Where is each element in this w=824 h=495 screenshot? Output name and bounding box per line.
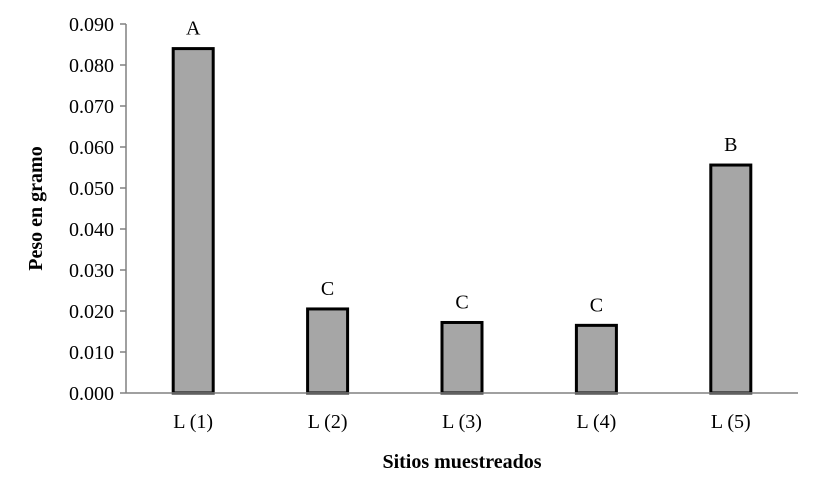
y-tick-label: 0.060 xyxy=(69,137,114,159)
significance-letter: C xyxy=(321,278,334,300)
y-tick-label: 0.080 xyxy=(69,55,114,77)
x-category-label: L (2) xyxy=(308,411,348,433)
significance-letter: C xyxy=(590,294,603,316)
bar xyxy=(440,320,484,395)
x-category-label: L (4) xyxy=(577,411,617,433)
x-axis-labels: L (1) L (2) L (3) L (4) L (5) xyxy=(173,411,750,433)
x-category-label: L (3) xyxy=(442,411,482,433)
bar xyxy=(171,47,215,395)
y-tick-label: 0.000 xyxy=(69,383,114,405)
y-tick-label: 0.050 xyxy=(69,178,114,200)
significance-letter: A xyxy=(186,18,201,40)
significance-letter: C xyxy=(455,291,468,313)
y-tick-label: 0.040 xyxy=(69,219,114,241)
bar xyxy=(306,307,350,395)
y-axis-ticks: 0.000 0.010 0.020 0.030 0.040 0.050 0.060 0.070… xyxy=(69,14,126,405)
x-category-label: L (5) xyxy=(711,411,751,433)
y-axis-title: Peso en gramo xyxy=(25,146,47,270)
bar-series xyxy=(171,47,753,395)
bar xyxy=(709,163,753,395)
significance-letter: B xyxy=(724,134,737,156)
y-tick-label: 0.030 xyxy=(69,260,114,282)
y-tick-label: 0.010 xyxy=(69,342,114,364)
significance-letters: A C C C B xyxy=(186,18,737,317)
x-axis-title: Sitios muestreados xyxy=(382,451,541,473)
bar xyxy=(574,323,618,395)
y-tick-label: 0.070 xyxy=(69,96,114,118)
x-category-label: L (1) xyxy=(173,411,213,433)
y-tick-label: 0.020 xyxy=(69,301,114,323)
y-tick-label: 0.090 xyxy=(69,14,114,36)
